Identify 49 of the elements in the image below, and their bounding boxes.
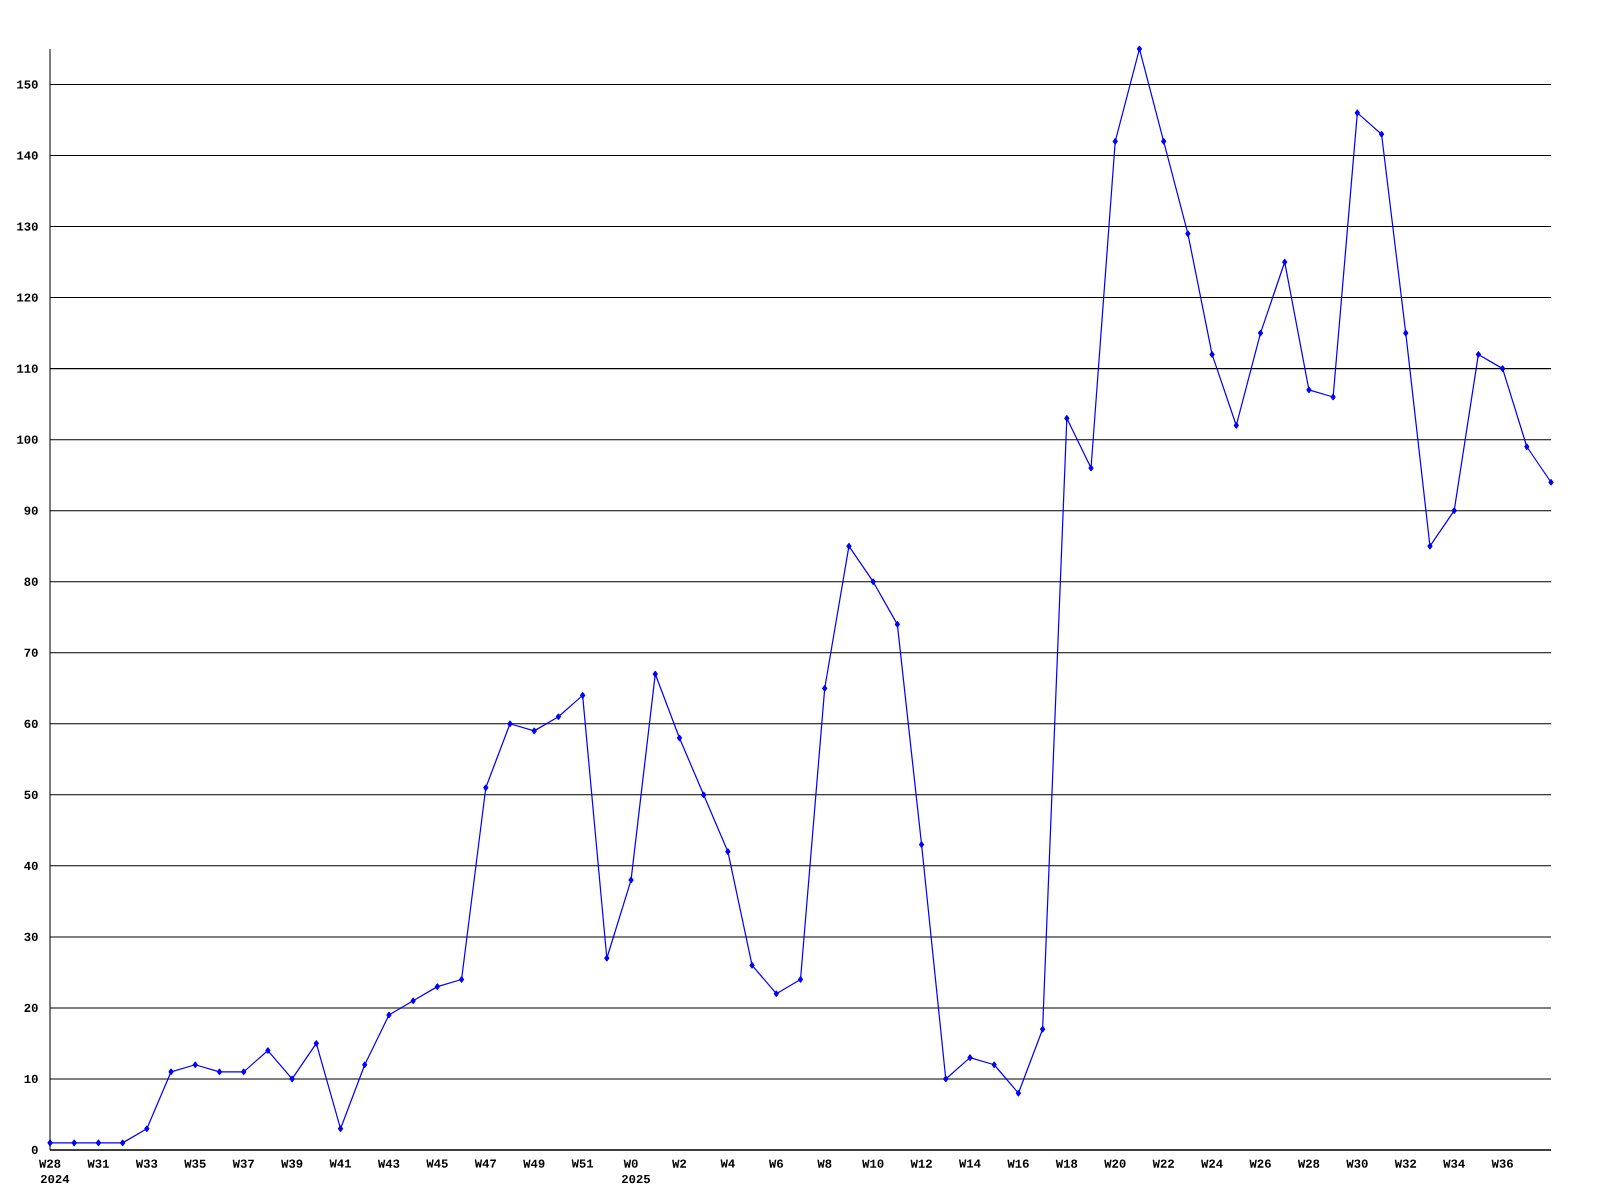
x-tick-label: W47 bbox=[474, 1159, 496, 1168]
y-tick-label: 70 bbox=[24, 648, 38, 657]
x-tick-label: W18 bbox=[1055, 1159, 1078, 1168]
y-tick-label: 80 bbox=[24, 577, 38, 586]
y-tick-label: 60 bbox=[24, 719, 38, 728]
text: 2025 bbox=[621, 1174, 651, 1184]
y-tick-label: 130 bbox=[17, 222, 38, 231]
x-tick-label: W39 bbox=[281, 1159, 303, 1168]
x-tick-label: W24 bbox=[1201, 1159, 1223, 1168]
x-tick-label: W28 bbox=[38, 1159, 61, 1168]
x-tick-label: W37 bbox=[232, 1159, 254, 1168]
x-tick-label: W41 bbox=[329, 1159, 352, 1168]
y-tick-label: 120 bbox=[17, 293, 38, 302]
x-tick-label: W36 bbox=[1491, 1159, 1513, 1168]
x-tick-label: W32 bbox=[1394, 1159, 1417, 1168]
y-tick-label: 30 bbox=[24, 932, 38, 942]
y-tick-label: 100 bbox=[17, 435, 38, 444]
x-tick-label: W34 bbox=[1443, 1159, 1465, 1168]
x-tick-label: W4 bbox=[720, 1159, 735, 1168]
y-tick-label: 40 bbox=[24, 861, 38, 871]
x-tick-label: W8 bbox=[817, 1159, 832, 1168]
y-tick-label: 140 bbox=[17, 151, 38, 160]
x-tick-label: W45 bbox=[426, 1159, 448, 1168]
x-tick-label: W16 bbox=[1007, 1159, 1029, 1168]
x-tick-label: W14 bbox=[958, 1159, 981, 1168]
x-tick-label: W6 bbox=[768, 1159, 783, 1168]
x-tick-label: W0 bbox=[623, 1159, 638, 1168]
x-tick-label: W2 bbox=[672, 1159, 687, 1168]
x-tick-label: W12 bbox=[910, 1159, 932, 1168]
y-tick-label: 90 bbox=[24, 506, 38, 515]
x-tick-label: W20 bbox=[1104, 1159, 1126, 1168]
x-tick-label: W30 bbox=[1346, 1159, 1368, 1168]
y-tick-label: 110 bbox=[17, 364, 38, 373]
x-tick-label: W51 bbox=[571, 1159, 594, 1168]
y-tick-label: 0 bbox=[31, 1145, 38, 1155]
x-tick-label: W26 bbox=[1249, 1159, 1271, 1168]
x-tick-label: W33 bbox=[135, 1159, 158, 1168]
x-tick-label: W49 bbox=[523, 1159, 545, 1168]
y-tick-label: 20 bbox=[24, 1003, 38, 1013]
x-tick-label: W35 bbox=[184, 1159, 206, 1168]
x-tick-label: W22 bbox=[1152, 1159, 1174, 1168]
x-tick-label: W10 bbox=[862, 1159, 884, 1168]
y-tick-label: 150 bbox=[17, 80, 38, 89]
y-tick-label: 50 bbox=[24, 790, 38, 799]
y-tick-label: 10 bbox=[24, 1074, 38, 1084]
x-tick-label: W31 bbox=[87, 1159, 109, 1168]
x-tick-label: W28 bbox=[1297, 1159, 1320, 1168]
x-tick-label: W43 bbox=[377, 1159, 400, 1168]
text: 2024 bbox=[40, 1174, 70, 1184]
